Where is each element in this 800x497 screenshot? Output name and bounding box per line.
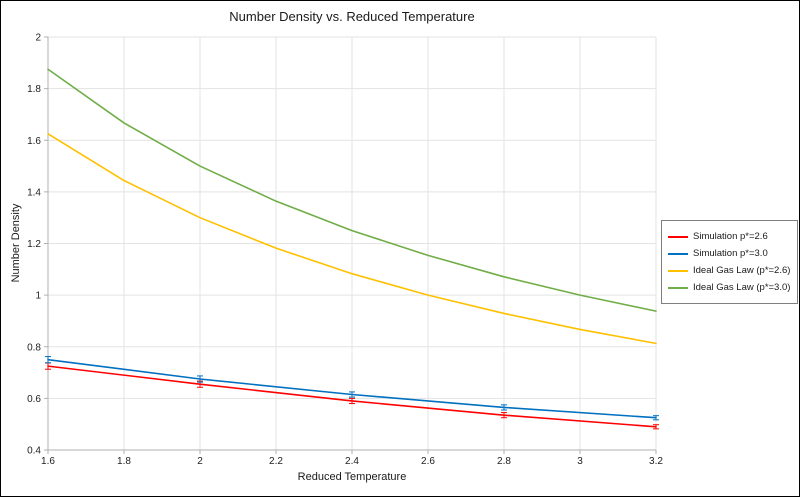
legend-line-sample (668, 252, 688, 255)
x-tick-label: 3 (577, 456, 583, 467)
legend-label: Simulation p*=3.0 (693, 248, 768, 259)
y-tick-label: 1.8 (27, 84, 41, 95)
legend-item: Ideal Gas Law (p*=3.0) (668, 279, 791, 296)
x-tick-label: 1.8 (117, 456, 131, 467)
x-tick-label: 2 (197, 456, 203, 467)
x-tick-label: 3.2 (649, 456, 663, 467)
x-tick-label: 1.6 (41, 456, 55, 467)
y-tick-label: 2 (35, 33, 41, 44)
legend-label: Ideal Gas Law (p*=2.6) (693, 265, 791, 276)
series-line-1 (47, 358, 657, 419)
x-tick-label: 2.6 (421, 456, 435, 467)
legend-line-sample (668, 235, 688, 238)
y-tick-label: 1.2 (27, 239, 41, 250)
series-line-2 (47, 132, 657, 345)
legend: Simulation p*=2.6 Simulation p*=3.0 Ideal … (661, 220, 798, 304)
y-tick-label: 0.4 (27, 446, 41, 457)
series-line-0 (47, 365, 657, 428)
legend-label: Simulation p*=2.6 (693, 231, 768, 242)
chart-title: Number Density vs. Reduced Temperature (229, 9, 475, 24)
series-line-3 (47, 68, 657, 312)
y-tick-label: 1 (35, 291, 41, 302)
y-tick-label: 0.8 (27, 342, 41, 353)
legend-line-sample (668, 269, 688, 272)
x-tick-label: 2.4 (345, 456, 359, 467)
legend-line-sample (668, 286, 688, 289)
x-axis-title: Reduced Temperature (297, 471, 407, 483)
legend-item: Simulation p*=3.0 (668, 245, 791, 262)
x-tick-label: 2.2 (269, 456, 283, 467)
legend-item: Simulation p*=2.6 (668, 228, 791, 245)
legend-label: Ideal Gas Law (p*=3.0) (693, 282, 791, 293)
y-tick-label: 0.6 (27, 394, 41, 405)
y-tick-label: 1.4 (27, 187, 41, 198)
y-axis-title: Number Density (10, 203, 22, 283)
y-tick-label: 1.6 (27, 136, 41, 147)
x-tick-label: 2.8 (497, 456, 511, 467)
legend-item: Ideal Gas Law (p*=2.6) (668, 262, 791, 279)
